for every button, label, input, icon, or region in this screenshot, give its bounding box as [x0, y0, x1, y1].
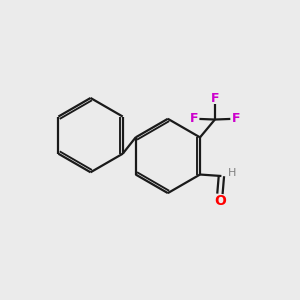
Text: F: F — [231, 112, 240, 125]
Text: F: F — [190, 112, 198, 125]
Text: H: H — [228, 168, 236, 178]
Text: F: F — [211, 92, 219, 105]
Text: O: O — [214, 194, 226, 208]
